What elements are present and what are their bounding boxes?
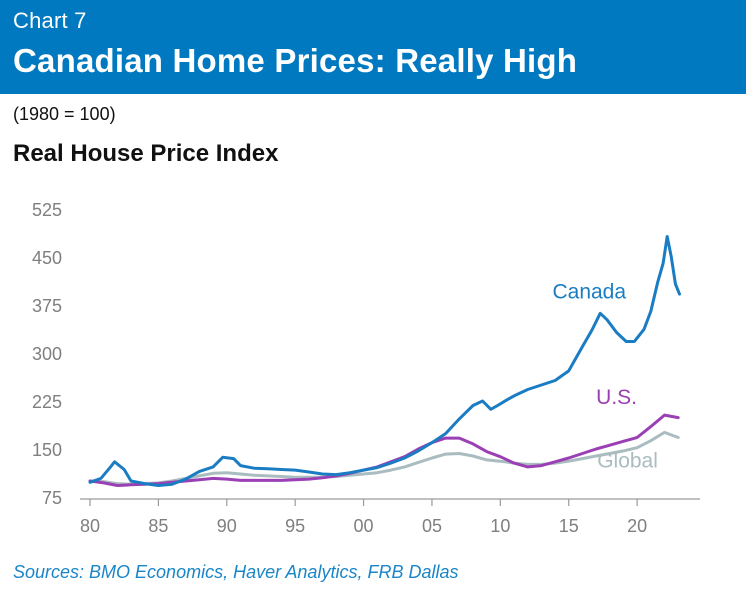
series-label-canada: Canada [552,281,626,304]
series-label-global: Global [597,450,658,473]
base-year-note: (1980 = 100) [13,104,116,124]
x-tick-label: 90 [217,516,237,536]
y-tick-label: 75 [42,488,62,508]
y-tick-label: 375 [32,296,62,316]
x-tick-label: 10 [490,516,510,536]
x-tick-label: 00 [354,516,374,536]
y-tick-label: 225 [32,392,62,412]
y-tick-label: 525 [32,200,62,220]
x-tick-label: 15 [559,516,579,536]
chart-number: Chart 7 [13,8,87,33]
x-tick-label: 80 [80,516,100,536]
y-tick-label: 300 [32,344,62,364]
line-chart: 75 150 225 300 375 450 525 80 85 90 95 00 05 10 15 20 Ca… [32,200,700,536]
chart-subtitle: Real House Price Index [13,140,279,167]
chart-header: Chart 7 Canadian Home Prices: Really Hig… [0,0,746,94]
chart-title: Canadian Home Prices: Really High [13,42,578,79]
y-tick-label: 450 [32,248,62,268]
source-note: Sources: BMO Economics, Haver Analytics,… [13,562,459,582]
x-tick-label: 95 [285,516,305,536]
y-tick-label: 150 [32,440,62,460]
x-tick-label: 20 [627,516,647,536]
x-tick-label: 85 [148,516,168,536]
series-label-u-s: U.S. [596,386,637,409]
x-tick-label: 05 [422,516,442,536]
series-line-u-s [88,413,680,487]
series-line-canada [88,235,681,487]
series-line-global [88,430,680,486]
